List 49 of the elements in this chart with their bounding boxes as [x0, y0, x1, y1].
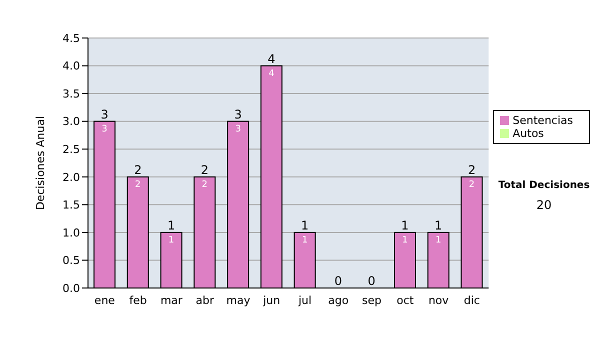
total-label: 2 [468, 162, 476, 177]
x-tick-label: ago [328, 294, 349, 307]
y-tick-label: 1.5 [62, 198, 80, 212]
total-label: 2 [134, 162, 142, 177]
total-label: 3 [234, 107, 242, 122]
data-label: 3 [102, 124, 108, 134]
total-label: 0 [368, 274, 376, 288]
total-label: 1 [301, 218, 309, 232]
y-tick-label: 0.0 [62, 282, 80, 295]
x-tick-label: jul [297, 294, 312, 307]
y-axis-title: Decisiones Anual [34, 116, 47, 210]
x-tick-label: feb [129, 294, 147, 307]
total-label: 4 [268, 52, 276, 66]
y-tick-label: 2.5 [62, 143, 80, 156]
data-label: 2 [202, 180, 208, 190]
legend-label: Autos [512, 127, 544, 140]
data-label: 3 [235, 124, 241, 134]
legend-label: Sentencias [512, 114, 573, 127]
x-tick-label: sep [362, 294, 382, 307]
y-tick-label: 3.5 [62, 87, 80, 100]
x-tick-label: dic [464, 294, 480, 307]
total-label: 3 [100, 107, 108, 122]
data-label: 2 [468, 180, 475, 190]
data-label: 4 [268, 68, 275, 79]
y-tick-label: 1.0 [62, 226, 80, 240]
y-tick-label: 0.5 [62, 254, 80, 268]
x-tick-label: jun [262, 294, 280, 307]
y-tick-label: 3.0 [62, 115, 80, 128]
data-label: 1 [402, 235, 408, 246]
x-tick-label: may [226, 294, 251, 307]
x-tick-label: mar [160, 294, 183, 307]
text: Total Decisiones [497, 180, 591, 191]
text: 20 [535, 198, 553, 212]
total-label: 1 [401, 218, 409, 232]
y-tick-label: 4.0 [62, 60, 80, 73]
y-tick-label: 4.5 [62, 32, 80, 45]
x-tick-label: abr [196, 294, 214, 307]
data-label: 1 [302, 235, 308, 246]
x-tick-label: nov [428, 294, 450, 307]
x-tick-label: oct [396, 294, 414, 307]
data-label: 1 [168, 235, 174, 246]
data-label: 1 [436, 235, 442, 246]
total-label: 0 [334, 274, 342, 288]
total-label: 1 [167, 218, 176, 232]
y-tick-label: 2.0 [62, 170, 80, 184]
total-label: 2 [200, 162, 208, 177]
total-label: 1 [434, 218, 442, 232]
x-tick-label: ene [94, 294, 116, 307]
data-label: 2 [135, 180, 141, 190]
